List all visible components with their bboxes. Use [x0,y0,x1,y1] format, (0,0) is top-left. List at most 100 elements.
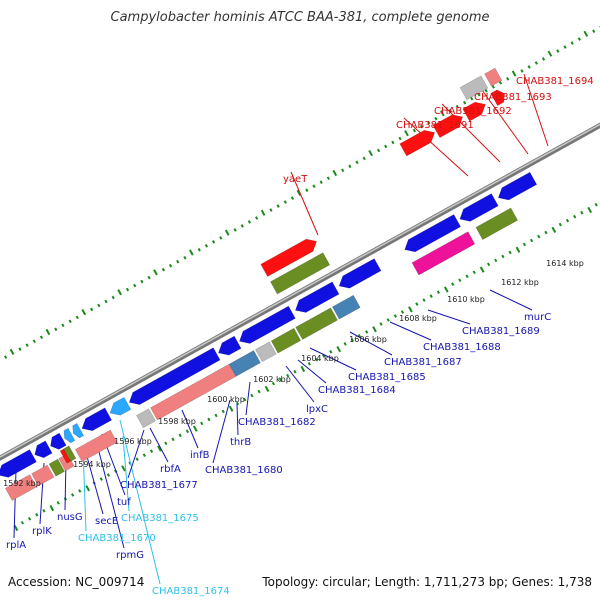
scale-label: 1606 kbp [349,335,387,344]
tick-mark [583,30,589,37]
tick-mark [486,262,491,267]
gene-label: CHAB381_1677 [120,480,198,491]
tick-mark [427,120,431,125]
gene-label: CHAB381_1680 [205,465,283,476]
gene-label: CHAB381_1685 [348,372,426,383]
gene-label: CHAB381_1693 [474,92,552,103]
tick-mark [419,124,424,129]
gene-label: murC [524,312,551,323]
feature-arrow [432,114,463,138]
tick-mark [176,259,180,264]
tick-mark [78,489,82,493]
page-title: Campylobacter hominis ATCC BAA-381, comp… [110,10,490,25]
tick-mark [235,401,240,406]
tick-mark [415,302,419,306]
tick-mark [224,229,230,236]
gene-label: rplK [32,526,52,537]
tick-mark [283,200,287,204]
feature-arrow [239,305,296,344]
tick-mark [189,249,194,256]
tick-mark [54,327,58,332]
feature-arrow [109,396,132,416]
label-leader-lines [13,73,549,585]
tick-mark [293,369,297,374]
tick-mark [547,50,553,57]
label-leader-line [119,419,161,585]
tick-mark [278,377,283,382]
label-leader-line [85,452,104,515]
tick-mark [157,445,162,452]
tick-mark [171,437,175,442]
gene-label: CHAB381_1689 [462,326,540,337]
tick-mark [133,283,137,288]
tick-mark [312,184,316,188]
tick-mark [443,286,449,293]
tick-mark [506,77,510,81]
tick-mark [135,457,139,461]
tick-mark [455,104,460,109]
feature-arrow [295,281,340,313]
tick-mark [386,318,390,322]
feature-arrow [0,449,37,478]
tick-mark [372,326,377,333]
tick-mark [117,289,122,296]
label-leader-line [389,321,432,341]
tick-mark [192,425,198,432]
label-leader-line [290,171,319,236]
tick-mark [341,168,345,173]
tick-mark [125,287,130,292]
tick-mark [233,228,237,232]
tick-mark [20,520,25,525]
tick-mark [314,357,319,362]
gene-label: CHAB381_1692 [434,106,512,117]
feature-arrow [404,214,461,253]
tick-mark [269,208,273,212]
tick-mark [508,250,512,255]
tick-mark [296,189,302,196]
tick-mark [391,140,395,145]
tick-mark [470,96,474,101]
tick-mark [434,116,438,121]
tick-mark [271,381,276,386]
tick-mark [35,513,39,517]
gene-label: CHAB381_1687 [384,357,462,368]
tick-mark [440,110,445,117]
tick-mark [221,409,225,414]
gene-label: CHAB381_1691 [396,120,474,131]
tick-mark [106,473,111,477]
tick-mark [594,202,598,207]
tick-mark [511,70,517,77]
tick-mark [515,246,521,253]
feature-track [0,67,538,501]
feature-arrow [332,294,361,320]
scale-label: 1596 kbp [114,437,152,446]
tick-mark [219,236,223,240]
gene-labels: rplA rplK nusG secE CHAB381_1670 rpmG tuf CHAB3… [6,76,594,597]
tick-mark [9,348,15,355]
tick-mark [240,224,244,228]
tick-mark [408,306,413,313]
scale-label: 1604 kbp [301,354,339,363]
tick-mark [376,148,381,153]
tick-mark [404,130,409,137]
tick-mark [250,393,254,398]
tick-mark [484,88,488,93]
tick-mark [494,258,498,263]
tick-mark [412,128,417,133]
tick-mark [534,61,538,65]
tick-mark [68,319,72,324]
feature-arrow [218,335,242,356]
feature-arrow [34,440,53,459]
feature-arrow [399,129,436,157]
feature-arrow [50,432,67,450]
tick-mark [85,485,91,492]
tick-mark [183,255,187,260]
label-leader-line [236,403,239,436]
tick-mark [558,222,562,227]
feature-arrow [338,258,382,289]
tick-mark [214,413,218,418]
label-leader-line [149,427,169,463]
tick-mark [81,308,87,316]
tick-mark [362,156,366,161]
tick-mark [336,346,342,353]
